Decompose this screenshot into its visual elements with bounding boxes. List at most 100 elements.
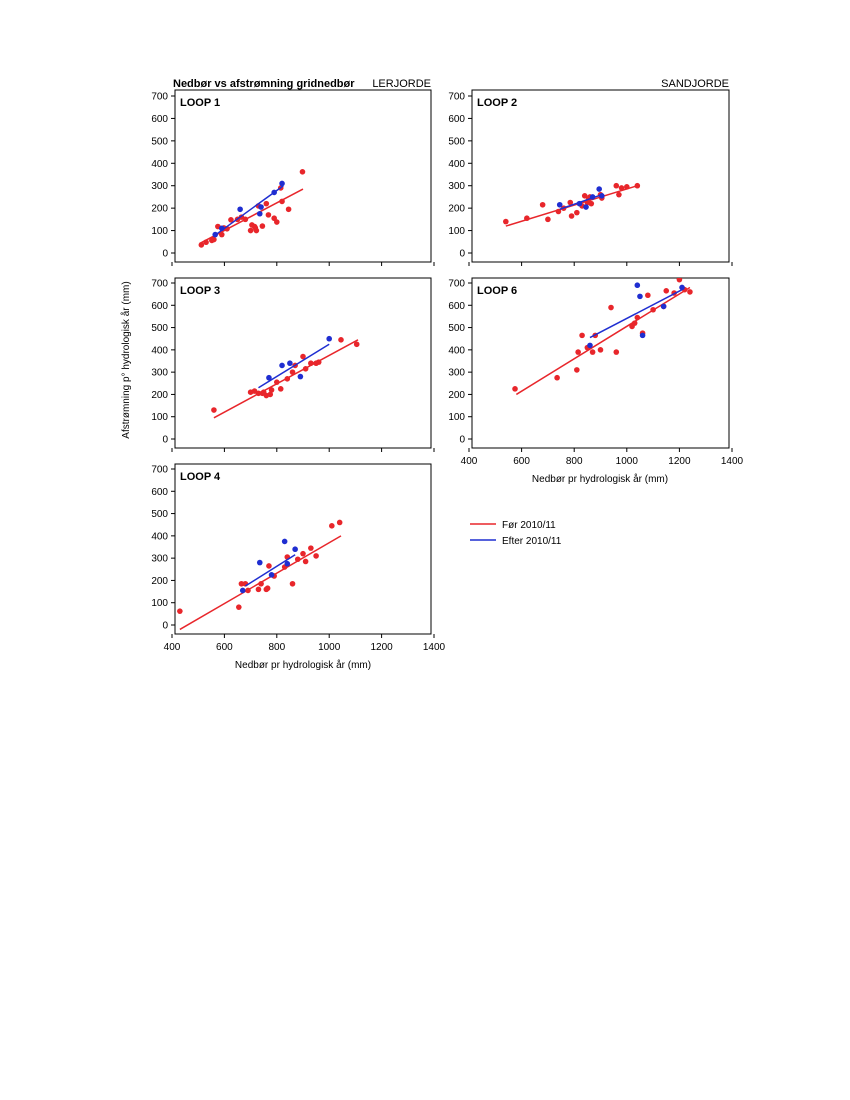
point-before	[336, 519, 343, 526]
point-after	[287, 360, 293, 367]
fit-line-after	[589, 289, 683, 339]
point-after	[239, 587, 246, 594]
point-before	[308, 360, 314, 367]
point-after	[279, 362, 285, 369]
point-before	[294, 556, 301, 563]
y-tick-label: 500	[151, 323, 168, 334]
point-before	[663, 288, 670, 294]
point-after	[292, 546, 298, 553]
y-tick-label: 300	[151, 181, 168, 192]
point-before	[245, 587, 251, 594]
point-before	[616, 191, 622, 198]
point-after	[281, 538, 288, 545]
point-before	[650, 306, 656, 313]
y-tick-label: 600	[151, 487, 168, 498]
point-after	[266, 374, 272, 381]
y-tick-label: 400	[448, 345, 465, 356]
point-before	[218, 231, 225, 238]
x-tick-label: 600	[216, 642, 233, 653]
point-before	[597, 347, 604, 353]
point-before	[259, 223, 266, 229]
y-axis-label: Afstrømning p° hydrologisk år (mm)	[120, 281, 132, 438]
y-tick-label: 700	[151, 465, 168, 476]
y-tick-label: 100	[151, 226, 168, 237]
x-tick-label: 400	[164, 642, 181, 653]
y-tick-label: 500	[151, 136, 168, 147]
panel-loop-3: 0 100 200 300 400 500 600 700 LOOP 3	[151, 277, 435, 452]
y-tick-label: 700	[151, 279, 168, 290]
point-before	[338, 337, 344, 343]
point-before	[588, 200, 595, 207]
point-before	[300, 550, 306, 557]
point-before	[265, 212, 272, 218]
point-after	[256, 210, 263, 217]
point-before	[634, 314, 641, 321]
x-tick-label: 800	[268, 642, 285, 653]
figure-title: Nedbør vs afstrømning gridnedbør	[173, 78, 355, 90]
point-before	[203, 239, 209, 246]
point-before	[574, 367, 580, 373]
point-before	[263, 200, 270, 207]
header-sandjorde: SANDJORDE	[661, 78, 729, 90]
point-before	[198, 242, 205, 248]
y-tick-label: 100	[448, 226, 465, 237]
point-after	[634, 282, 641, 289]
point-before	[589, 349, 596, 355]
point-before	[264, 585, 271, 592]
y-tick-label: 300	[448, 368, 465, 379]
point-before	[618, 185, 625, 191]
point-before	[503, 218, 509, 225]
panel-title: LOOP 6	[477, 285, 517, 297]
legend: Før 2010/11 Efter 2010/11	[470, 520, 562, 547]
y-tick-label: 500	[151, 509, 168, 520]
x-tick-label: 1000	[616, 456, 639, 467]
point-after	[212, 231, 219, 238]
y-tick-label: 600	[151, 301, 168, 312]
panel-loop-4: 0 100 200 300 400 500 600 700 400 600 800 1000 1200 1…	[151, 463, 446, 671]
x-tick-label: 1200	[668, 456, 691, 467]
point-before	[211, 407, 217, 413]
x-tick-label: 1200	[370, 642, 393, 653]
point-after	[639, 332, 646, 339]
point-after	[660, 303, 667, 310]
point-before	[329, 523, 335, 529]
x-axis-label: Nedbør pr hydrologisk år (mm)	[235, 659, 371, 671]
point-before	[555, 208, 562, 215]
panel-data	[211, 335, 360, 419]
y-tick-label: 200	[151, 576, 168, 587]
legend-label-after: Efter 2010/11	[502, 536, 562, 547]
y-tick-label: 600	[448, 301, 465, 312]
y-tick-label: 400	[151, 345, 168, 356]
point-before	[300, 353, 306, 360]
y-tick-label: 100	[448, 412, 465, 423]
point-after	[576, 200, 583, 207]
x-axis-label: Nedbør pr hydrologisk år (mm)	[532, 473, 668, 485]
panel-data	[177, 519, 343, 631]
y-tick-label: 500	[448, 136, 465, 147]
point-before	[279, 198, 285, 205]
point-before	[631, 320, 638, 326]
point-before	[313, 553, 319, 559]
point-before	[567, 199, 574, 206]
panel-frame	[174, 463, 432, 635]
y-tick-label: 400	[151, 159, 168, 170]
y-tick-label: 700	[151, 92, 168, 103]
point-after	[556, 201, 563, 208]
y-tick-label: 0	[459, 249, 465, 260]
point-before	[308, 545, 314, 551]
point-before	[645, 292, 651, 299]
point-before	[568, 213, 575, 219]
point-after	[237, 206, 243, 213]
fit-line-after	[258, 343, 330, 389]
point-before	[613, 349, 620, 355]
point-after	[268, 572, 275, 578]
point-after	[297, 373, 304, 380]
point-before	[545, 216, 551, 223]
point-before	[579, 332, 585, 339]
panel-frame	[174, 277, 432, 449]
point-after	[271, 189, 277, 196]
y-tick-label: 200	[448, 204, 465, 215]
point-before	[236, 604, 242, 610]
y-tick-label: 0	[162, 249, 168, 260]
y-tick-label: 100	[151, 598, 168, 609]
